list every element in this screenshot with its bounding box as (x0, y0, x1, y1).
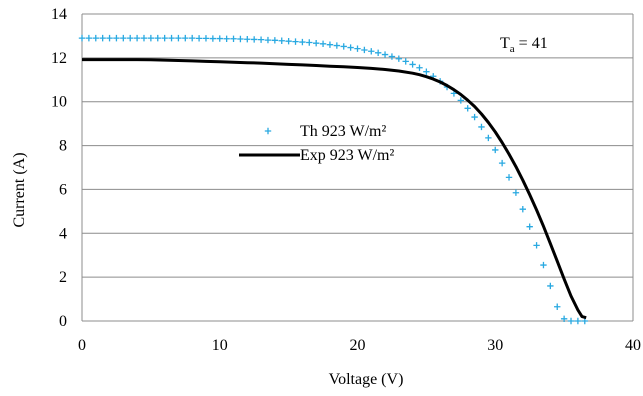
series-0-point-29 (278, 37, 285, 44)
series-0-point-57 (471, 113, 478, 121)
series-0-point-24 (244, 36, 251, 43)
x-tick-label-0: 0 (78, 337, 86, 354)
series-0-point-17 (195, 35, 203, 42)
series-0-point-50 (423, 68, 430, 75)
series-0-point-46 (395, 55, 403, 62)
series-0-point-71 (567, 317, 575, 325)
series-group (78, 34, 588, 325)
series-0-point-8 (133, 34, 141, 42)
series-0-point-27 (264, 36, 272, 44)
series-0-point-14 (175, 34, 182, 42)
legend-label-0: Th 923 W/m² (300, 123, 386, 140)
x-axis-title: Voltage (V) (329, 371, 404, 388)
series-0-point-41 (361, 46, 368, 54)
series-0-point-67 (540, 261, 547, 269)
series-0-point-69 (554, 303, 561, 310)
series-0-point-0 (78, 34, 86, 42)
series-0-point-22 (230, 35, 237, 42)
annotation-subscript: a (510, 43, 515, 55)
y-tick-label-6: 6 (59, 181, 67, 198)
series-0-point-38 (340, 43, 347, 50)
series-0-point-1 (85, 34, 93, 42)
series-0-point-11 (154, 34, 161, 42)
series-0-point-35 (319, 40, 327, 48)
series-0-point-37 (333, 42, 341, 49)
series-0-point-60 (492, 146, 499, 154)
series-line-1 (82, 58, 587, 320)
y-tick-label-10: 10 (51, 94, 67, 111)
series-0-point-21 (223, 35, 230, 42)
series-0-point-9 (140, 34, 148, 42)
series-0-point-12 (161, 34, 168, 42)
y-tick-label-2: 2 (59, 269, 67, 286)
series-0-point-25 (250, 36, 258, 43)
tick-labels: 0 2 4 6 8 10 12 14 0 10 20 30 40 (51, 6, 641, 354)
x-tick-label-10: 10 (212, 337, 228, 354)
series-0-point-70 (560, 315, 568, 323)
series-0-point-10 (147, 34, 155, 42)
series-0-point-40 (354, 45, 361, 52)
series-0-point-6 (120, 34, 127, 42)
series-0-point-31 (292, 38, 299, 45)
series-0-point-23 (237, 35, 244, 43)
series-0-point-20 (216, 35, 223, 42)
y-tick-label-8: 8 (59, 138, 67, 155)
series-0-point-3 (99, 34, 106, 42)
series-0-point-15 (182, 34, 189, 42)
series-0-point-30 (285, 37, 292, 45)
series-0-point-48 (409, 61, 416, 68)
series-0-point-36 (326, 41, 334, 48)
legend-label-1: Exp 923 W/m² (300, 147, 394, 164)
series-0-point-47 (402, 58, 409, 65)
series-0-point-43 (374, 49, 382, 57)
y-tick-label-12: 12 (51, 50, 67, 67)
series-0-point-55 (457, 97, 465, 104)
series-0-point-32 (299, 38, 306, 46)
x-tick-label-20: 20 (350, 337, 366, 354)
series-0-point-63 (512, 189, 520, 196)
series-0-point-39 (347, 44, 354, 51)
series-0-point-42 (368, 48, 375, 55)
series-0-point-66 (533, 242, 540, 249)
temperature-annotation: Ta = 41 (500, 35, 548, 55)
axes (81, 14, 634, 322)
series-0-point-62 (505, 174, 513, 181)
series-0-point-13 (168, 34, 175, 42)
y-tick-label-14: 14 (51, 6, 67, 23)
series-0-point-7 (127, 34, 134, 42)
series-0-point-2 (92, 34, 99, 42)
legend-marker-0 (264, 127, 272, 135)
x-tick-label-30: 30 (487, 337, 503, 354)
y-axis-title: Current (A) (11, 152, 28, 227)
series-0-point-64 (519, 205, 526, 213)
x-tick-label-40: 40 (625, 337, 641, 354)
series-0-point-72 (574, 317, 582, 325)
legend: Th 923 W/m² Exp 923 W/m² (239, 123, 394, 164)
series-0-point-4 (106, 34, 113, 42)
y-tick-label-4: 4 (59, 225, 67, 242)
series-0-point-44 (381, 51, 389, 58)
series-0-point-5 (113, 34, 120, 42)
annotation-rest: = 41 (515, 35, 548, 52)
series-0-point-68 (547, 282, 554, 290)
series-0-point-16 (189, 34, 196, 42)
series-0-point-59 (485, 134, 492, 142)
series-0-point-19 (209, 35, 217, 42)
series-0-point-18 (202, 35, 210, 42)
y-tick-label-0: 0 (59, 313, 67, 330)
series-0-point-45 (388, 53, 396, 60)
gridlines (82, 13, 633, 278)
series-0-point-65 (526, 223, 533, 230)
series-0-point-61 (498, 159, 506, 167)
series-0-point-28 (271, 37, 279, 44)
annotation-base: T (500, 35, 510, 52)
series-0-point-26 (257, 36, 265, 43)
series-0-point-49 (416, 64, 423, 71)
series-0-point-33 (306, 39, 313, 46)
series-0-point-58 (478, 123, 485, 131)
series-0-point-56 (464, 105, 471, 112)
series-0-point-34 (312, 39, 320, 47)
